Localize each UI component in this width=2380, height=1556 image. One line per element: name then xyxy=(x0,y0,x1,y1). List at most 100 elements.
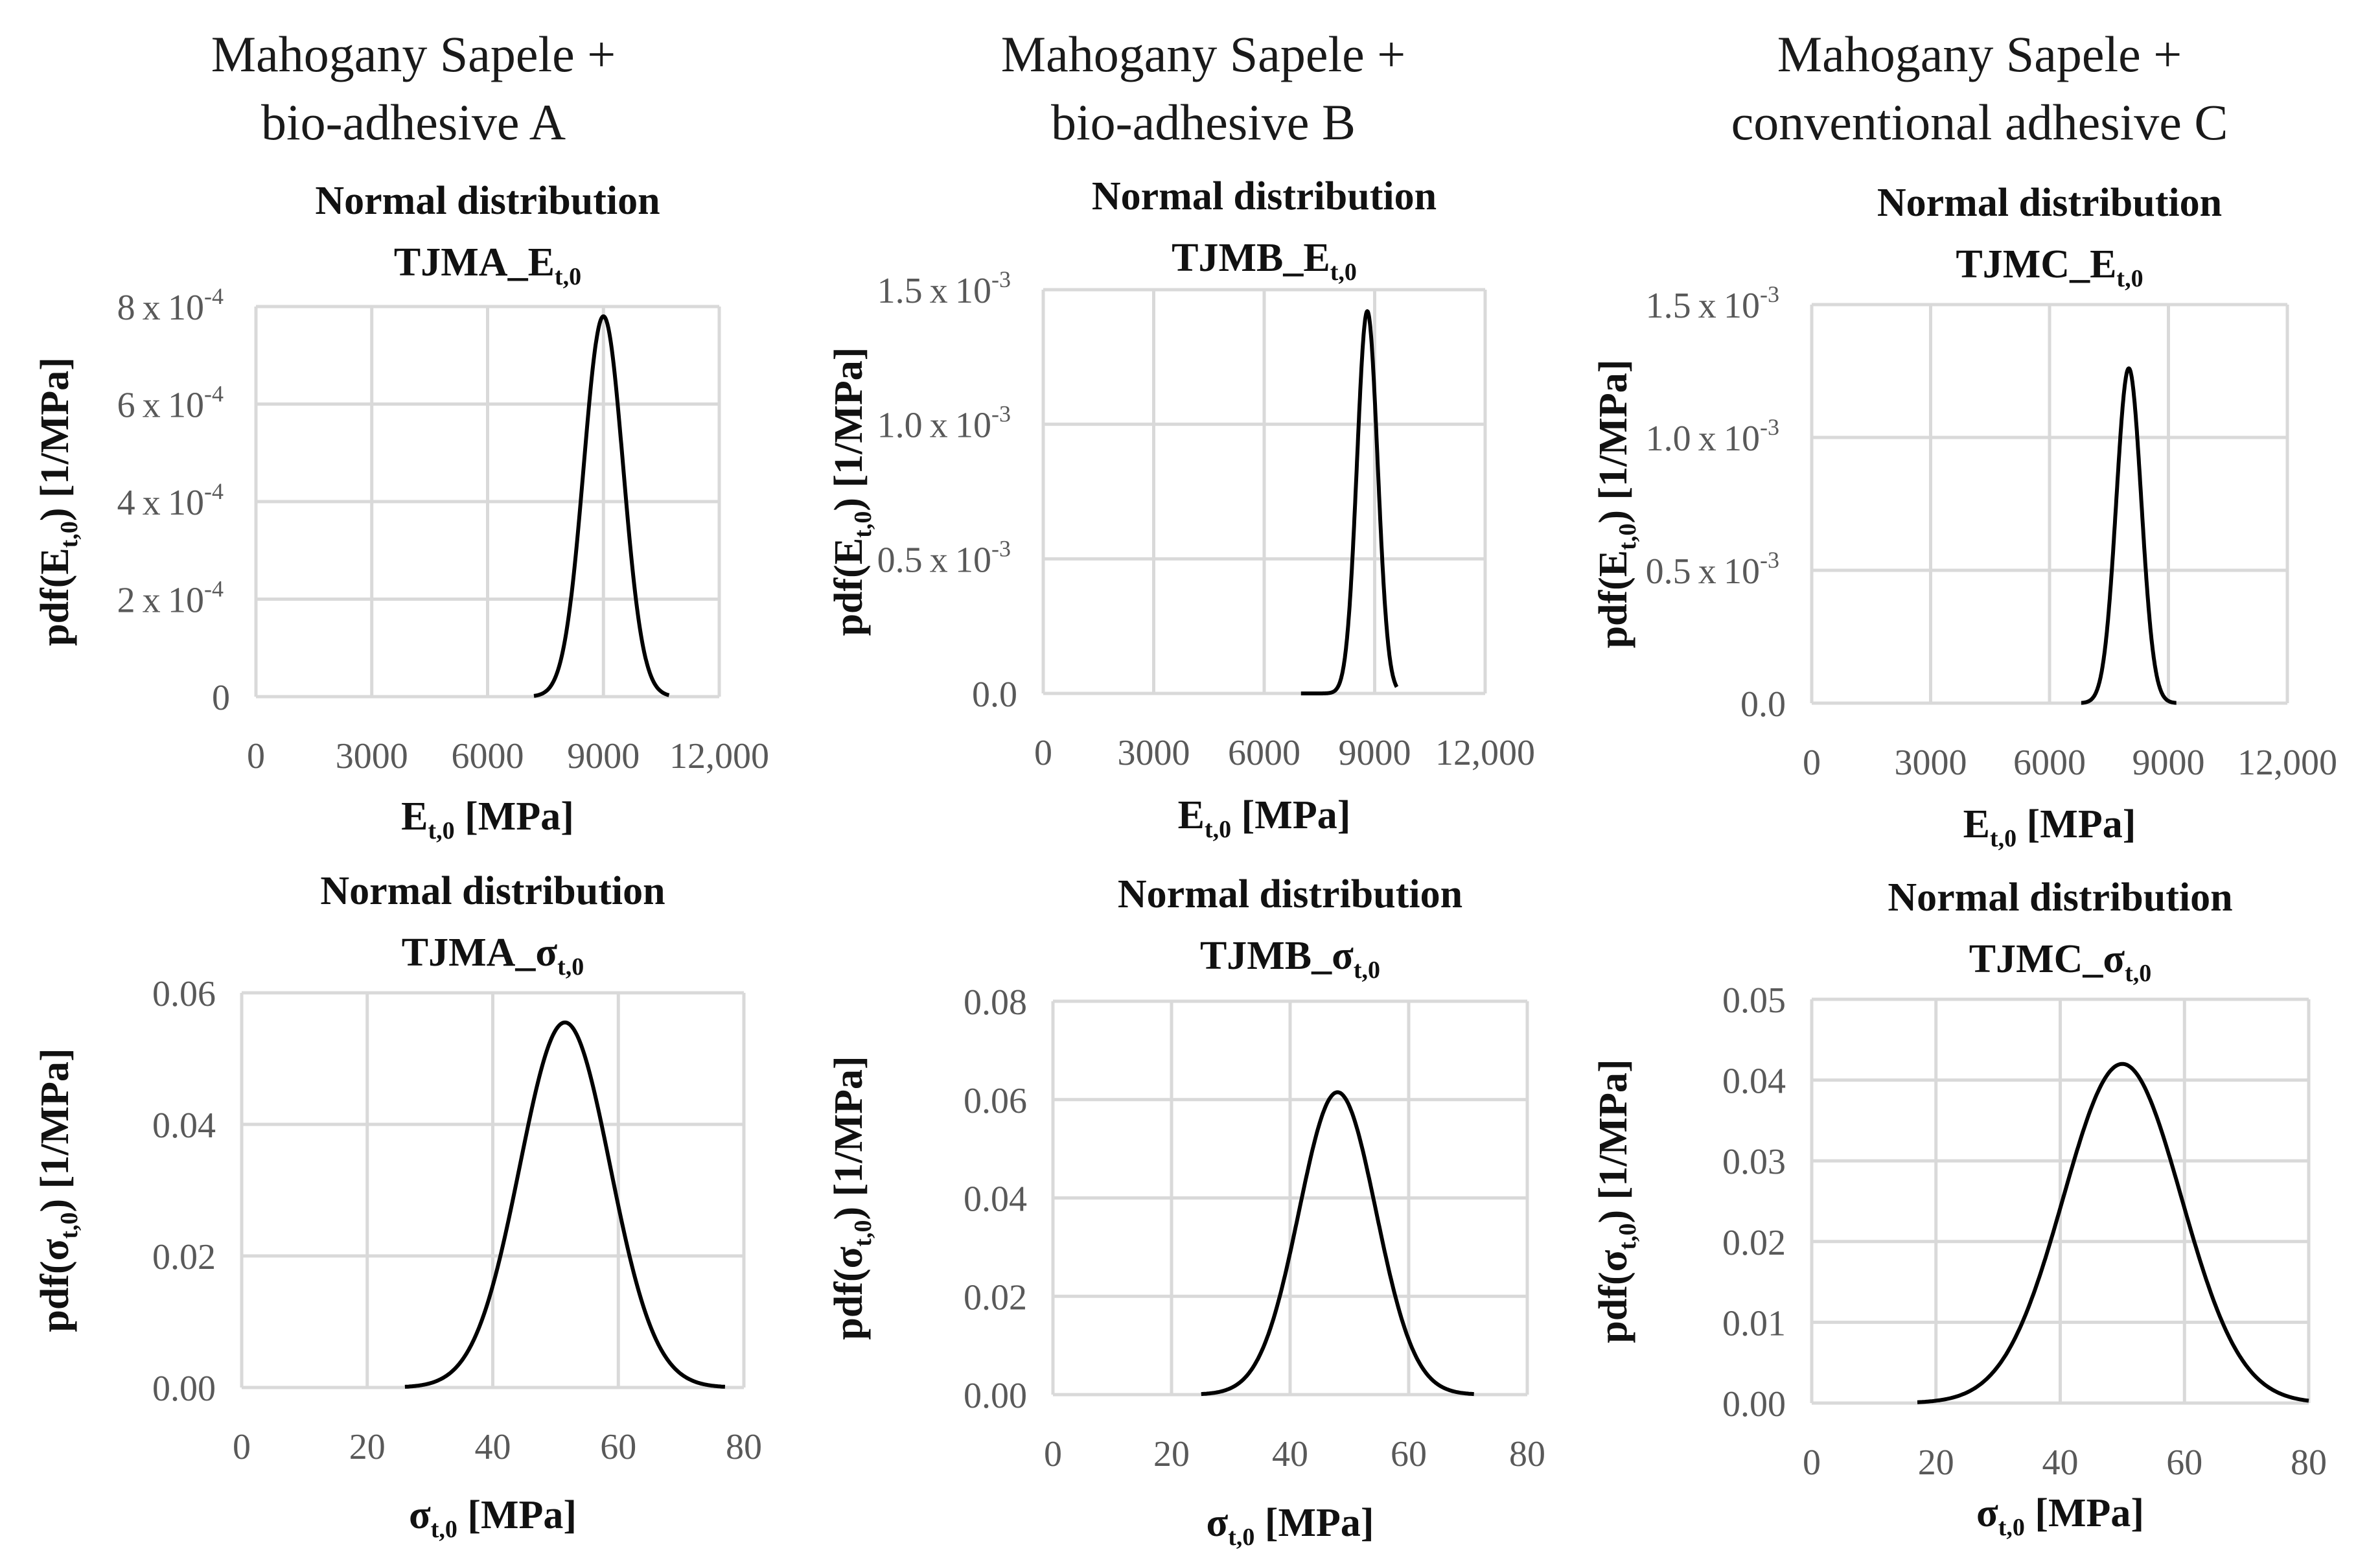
chart-subtitle: TJMA_Et,0 xyxy=(394,240,581,290)
x-tick-label: 6000 xyxy=(2013,743,2086,783)
x-tick-label: 20 xyxy=(1153,1434,1190,1474)
x-axis-label: σt,0 [MPa] xyxy=(409,1493,577,1543)
y-tick-label: 0 xyxy=(212,678,230,718)
column-title-c-line2: conventional adhesive C xyxy=(1731,94,2228,150)
y-tick-label: 0.04 xyxy=(1722,1062,1786,1102)
x-tick-label: 12,000 xyxy=(669,736,769,776)
y-tick-label: 0.02 xyxy=(964,1277,1027,1318)
x-tick-label: 0 xyxy=(1803,1443,1821,1483)
pdf-curve xyxy=(1299,309,1399,695)
x-axis-label: σt,0 [MPa] xyxy=(1976,1491,2144,1541)
x-axis-label: Et,0 [MPa] xyxy=(1963,802,2136,852)
pdf-curve xyxy=(404,1020,726,1389)
chart-title: Normal distribution xyxy=(1118,872,1462,916)
y-tick-label: 0.5 x 10 xyxy=(1646,552,1760,592)
y-tick-label: 1.5 x 10 xyxy=(1646,286,1760,326)
x-tick-label: 60 xyxy=(600,1427,636,1467)
y-tick-label: 0.04 xyxy=(152,1106,216,1146)
x-tick-label: 3000 xyxy=(336,736,408,776)
x-tick-label: 12,000 xyxy=(2237,743,2337,783)
x-tick-label: 6000 xyxy=(1228,733,1300,773)
y-tick-label: 0.03 xyxy=(1722,1142,1786,1182)
pdf-curve xyxy=(1200,1090,1475,1397)
column-title-a-line1: Mahogany Sapele + xyxy=(211,26,616,82)
column-title-b: Mahogany Sapele + bio-adhesive B xyxy=(1001,26,1406,150)
chart-title: Normal distribution xyxy=(320,869,665,913)
y-tick-label: 0.06 xyxy=(152,974,216,1014)
y-tick-label: 2 x 10 xyxy=(117,581,204,621)
y-tick-label: 0.01 xyxy=(1722,1303,1786,1343)
x-tick-label: 80 xyxy=(2291,1443,2327,1483)
y-axis-label: pdf(σt,0) [1/MPa] xyxy=(827,1056,877,1340)
x-tick-label: 40 xyxy=(2042,1443,2079,1483)
chart-panel-mahogany-a-strength: Normal distribution TJMA_σt,0 0 20 40 60 80 0.0… xyxy=(33,869,762,1543)
y-tick-label: 0.0 xyxy=(972,675,1017,715)
x-tick-label: 3000 xyxy=(1895,743,1967,783)
x-tick-label: 80 xyxy=(726,1427,762,1467)
chart-panel-mahogany-a-modulus: Normal distribution TJMA_Et,0 0 3000 6000 900… xyxy=(33,179,769,844)
y-tick-label: 0.00 xyxy=(152,1369,216,1409)
y-tick-label: 0.05 xyxy=(1722,981,1786,1021)
x-tick-label: 9000 xyxy=(1339,733,1411,773)
x-tick-label: 60 xyxy=(2166,1443,2202,1483)
chart-title: Normal distribution xyxy=(1877,181,2222,225)
x-tick-label: 3000 xyxy=(1118,733,1190,773)
y-tick-label: 0.00 xyxy=(1722,1384,1786,1424)
pdf-curve xyxy=(2079,366,2178,705)
y-tick-label: 0.04 xyxy=(964,1179,1027,1220)
pdf-curve xyxy=(532,314,671,698)
y-tick-exponent: -4 xyxy=(204,381,224,407)
y-tick-label: 0.5 x 10 xyxy=(877,540,991,580)
y-tick-label: 6 x 10 xyxy=(117,386,204,426)
x-tick-label: 20 xyxy=(349,1427,386,1467)
x-axis-label: σt,0 [MPa] xyxy=(1206,1501,1374,1551)
chart-title: Normal distribution xyxy=(315,179,660,223)
y-tick-label: 4 x 10 xyxy=(117,483,204,523)
column-title-a: Mahogany Sapele + bio-adhesive A xyxy=(211,26,616,150)
column-title-b-line1: Mahogany Sapele + xyxy=(1001,26,1406,82)
y-axis-label: pdf(σt,0) [1/MPa] xyxy=(33,1048,83,1332)
x-tick-label: 40 xyxy=(475,1427,511,1467)
x-tick-label: 0 xyxy=(233,1427,251,1467)
y-axis-label: pdf(σt,0) [1/MPa] xyxy=(1591,1059,1641,1343)
y-tick-label: 0.02 xyxy=(1722,1223,1786,1263)
chart-panel-mahogany-c-strength: Normal distribution TJMC_σt,0 0 20 40 60 80 0.0… xyxy=(1591,876,2327,1541)
chart-title: Normal distribution xyxy=(1888,876,2232,920)
y-tick-exponent: -4 xyxy=(204,283,224,309)
x-tick-label: 12,000 xyxy=(1435,733,1535,773)
chart-subtitle: TJMC_Et,0 xyxy=(1956,242,2143,292)
chart-panel-mahogany-b-strength: Normal distribution TJMB_σt,0 0 20 40 60 80 0.0… xyxy=(827,872,1545,1551)
y-tick-label: 0.02 xyxy=(152,1237,216,1277)
y-axis-label: pdf(Et,0) [1/MPa] xyxy=(1591,360,1641,649)
x-tick-label: 40 xyxy=(1272,1434,1308,1474)
y-tick-label: 1.0 x 10 xyxy=(1646,419,1760,459)
x-tick-label: 6000 xyxy=(452,736,524,776)
chart-panel-mahogany-c-modulus: Normal distribution TJMC_Et,0 0 3000 6000 900… xyxy=(1591,181,2337,852)
y-tick-label: 1.0 x 10 xyxy=(877,406,991,446)
chart-title: Normal distribution xyxy=(1092,174,1437,218)
y-tick-exponent: -3 xyxy=(1760,547,1779,573)
x-tick-label: 60 xyxy=(1391,1434,1427,1474)
x-tick-label: 0 xyxy=(247,736,265,776)
y-tick-label: 0.06 xyxy=(964,1081,1027,1121)
y-tick-exponent: -3 xyxy=(991,401,1011,427)
y-tick-exponent: -4 xyxy=(204,576,224,602)
y-tick-exponent: -3 xyxy=(991,535,1011,561)
y-axis-label: pdf(Et,0) [1/MPa] xyxy=(33,357,83,646)
y-tick-label: 0.00 xyxy=(964,1376,1027,1416)
y-tick-exponent: -3 xyxy=(991,266,1011,292)
chart-subtitle: TJMB_σt,0 xyxy=(1200,934,1380,984)
column-title-c-line1: Mahogany Sapele + xyxy=(1777,26,2182,82)
pdf-curve xyxy=(1917,1062,2309,1404)
x-tick-label: 0 xyxy=(1803,743,1821,783)
x-tick-label: 20 xyxy=(1918,1443,1954,1483)
column-title-c: Mahogany Sapele + conventional adhesive … xyxy=(1731,26,2228,150)
y-tick-label: 0.08 xyxy=(964,982,1027,1023)
x-axis-label: Et,0 [MPa] xyxy=(401,795,574,844)
x-tick-label: 9000 xyxy=(567,736,640,776)
x-tick-label: 9000 xyxy=(2132,743,2205,783)
x-tick-label: 0 xyxy=(1034,733,1052,773)
x-tick-label: 80 xyxy=(1509,1434,1545,1474)
y-tick-label: 1.5 x 10 xyxy=(877,271,991,311)
